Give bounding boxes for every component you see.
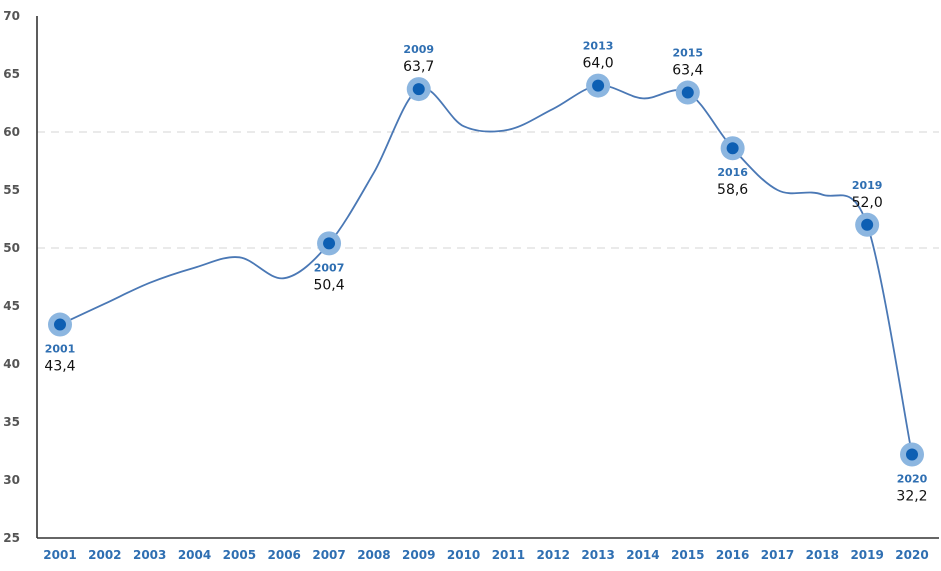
x-tick-label: 2007	[312, 548, 345, 562]
data-label-value: 43,4	[44, 359, 75, 375]
y-tick-label: 40	[3, 357, 20, 371]
y-tick-label: 25	[3, 531, 20, 545]
x-tick-label: 2016	[716, 548, 749, 562]
x-tick-label: 2012	[537, 548, 570, 562]
x-tick-label: 2017	[761, 548, 794, 562]
data-label-year: 2016	[717, 166, 748, 179]
data-label-year: 2009	[403, 43, 434, 56]
x-tick-label: 2018	[806, 548, 839, 562]
data-label-year: 2020	[897, 472, 928, 485]
data-point	[726, 142, 739, 155]
x-tick-label: 2011	[492, 548, 525, 562]
data-label-value: 50,4	[313, 277, 344, 293]
x-tick-label: 2001	[43, 548, 76, 562]
x-tick-label: 2014	[626, 548, 659, 562]
data-point	[323, 237, 336, 250]
data-markers	[48, 73, 924, 467]
y-tick-label: 50	[3, 241, 20, 255]
x-tick-label: 2013	[581, 548, 614, 562]
data-point	[592, 79, 605, 92]
x-tick-label: 2010	[447, 548, 480, 562]
x-tick-label: 2006	[268, 548, 301, 562]
data-label-value: 64,0	[583, 56, 614, 72]
data-label-value: 32,2	[896, 488, 927, 504]
x-tick-label: 2002	[88, 548, 121, 562]
data-label-year: 2007	[314, 261, 345, 274]
data-point	[861, 218, 874, 231]
data-point	[906, 448, 918, 461]
y-tick-label: 30	[3, 473, 20, 487]
x-tick-label: 2008	[357, 548, 390, 562]
data-label-value: 58,6	[717, 182, 748, 198]
y-tick-label: 55	[3, 183, 20, 197]
data-label-year: 2015	[672, 47, 703, 60]
data-label-year: 2019	[852, 179, 883, 192]
x-tick-label: 2003	[133, 548, 166, 562]
axes	[36, 16, 939, 539]
data-point	[681, 86, 694, 99]
data-point	[54, 318, 66, 331]
y-tick-label: 70	[3, 9, 20, 23]
x-tick-label: 2004	[178, 548, 211, 562]
data-labels: 2001 43,4 2007 50,4 2009 63,7 2013 64,0 2015 63,4…	[44, 40, 927, 505]
y-tick-label: 60	[3, 125, 20, 139]
y-tick-label: 35	[3, 415, 20, 429]
series-line-0	[59, 84, 913, 456]
y-tick-label: 65	[3, 67, 20, 81]
x-tick-label: 2020	[895, 548, 928, 562]
x-tick-label: 2005	[223, 548, 256, 562]
data-label-year: 2013	[583, 40, 614, 53]
gridlines	[37, 131, 939, 249]
data-label-value: 63,4	[672, 63, 703, 79]
x-tick-label: 2009	[402, 548, 435, 562]
data-label-year: 2001	[45, 343, 76, 356]
y-tick-label: 45	[3, 299, 20, 313]
y-axis-ticks: 25 30 35 40 45 50 55 60 65 70	[3, 9, 20, 545]
data-label-value: 63,7	[403, 59, 434, 75]
x-axis-ticks: 2001 2002 2003 2004 2005 2006 2007 2008 2009 2010…	[43, 548, 928, 562]
x-tick-label: 2019	[850, 548, 883, 562]
data-label-value: 52,0	[852, 195, 883, 211]
series-lines	[59, 84, 913, 456]
x-tick-label: 2015	[671, 548, 704, 562]
data-point	[412, 83, 425, 96]
